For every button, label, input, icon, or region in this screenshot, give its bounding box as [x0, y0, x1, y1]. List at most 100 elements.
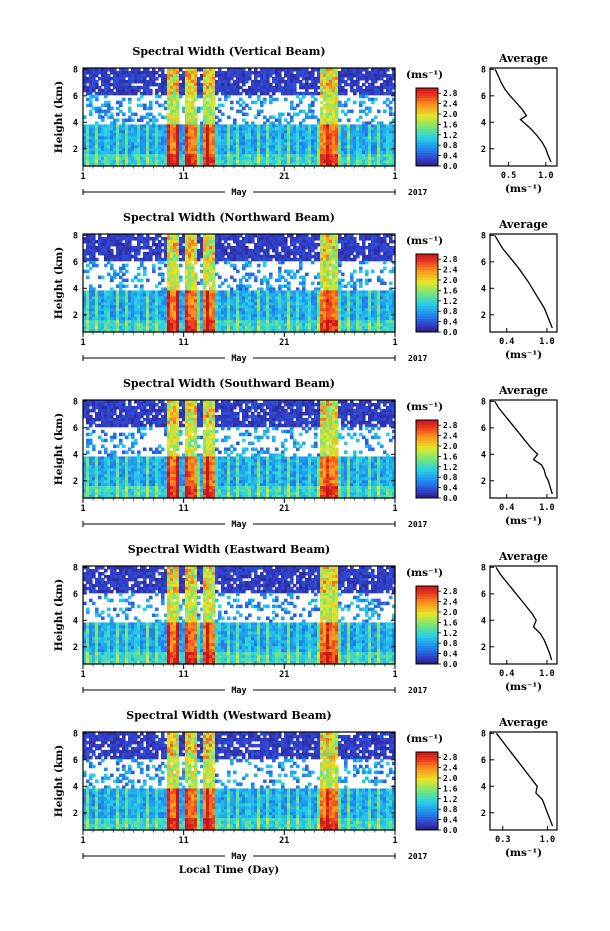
- heatmap-cell: [218, 85, 222, 90]
- heatmap-cell: [308, 320, 312, 324]
- heatmap-cell: [275, 151, 279, 155]
- heatmap-cell: [125, 73, 129, 78]
- heatmap-cell: [167, 124, 171, 128]
- heatmap-cell: [224, 148, 228, 152]
- heatmap-cell: [134, 236, 138, 241]
- heatmap-cell: [236, 293, 240, 297]
- heatmap-cell: [110, 242, 114, 247]
- heatmap-cell: [254, 248, 258, 253]
- heatmap-cell: [179, 329, 183, 333]
- heatmap-cell: [293, 160, 297, 164]
- heatmap-cell: [95, 151, 99, 155]
- heatmap-cell: [371, 85, 375, 90]
- heatmap-cell: [134, 88, 138, 93]
- heatmap-cell: [89, 163, 93, 167]
- heatmap-cell: [323, 290, 327, 294]
- heatmap-cell: [188, 317, 192, 321]
- heatmap-cell: [305, 254, 309, 259]
- heatmap-cell: [95, 70, 99, 75]
- heatmap-cell: [113, 293, 117, 297]
- heatmap-cell: [179, 302, 183, 306]
- heatmap-cell: [188, 260, 192, 265]
- heatmap-cell: [329, 100, 333, 105]
- heatmap-cell: [269, 145, 273, 149]
- heatmap-cell: [236, 248, 240, 253]
- heatmap-cell: [128, 308, 132, 312]
- heatmap-cell: [128, 290, 132, 294]
- heatmap-cell: [323, 139, 327, 143]
- heatmap-cell: [167, 272, 171, 277]
- heatmap-cell: [209, 245, 213, 250]
- heatmap-cell: [365, 88, 369, 93]
- heatmap-cell: [272, 236, 276, 241]
- heatmap-cell: [203, 136, 207, 140]
- heatmap-cell: [257, 299, 261, 303]
- heatmap-cell: [233, 323, 237, 327]
- heatmap-cell: [107, 133, 111, 137]
- heatmap-cell: [152, 299, 156, 303]
- heatmap-cell: [200, 106, 204, 111]
- heatmap-cell: [335, 118, 339, 123]
- heatmap-cell: [332, 136, 336, 140]
- heatmap-cell: [149, 145, 153, 149]
- heatmap-cell: [290, 236, 294, 241]
- heatmap-cell: [272, 160, 276, 164]
- heatmap-cell: [320, 130, 324, 134]
- heatmap-cell: [89, 97, 93, 102]
- heatmap-cell: [365, 133, 369, 137]
- heatmap-cell: [263, 311, 267, 315]
- heatmap-cell: [326, 130, 330, 134]
- heatmap-cell: [140, 130, 144, 134]
- heatmap-cell: [140, 296, 144, 300]
- heatmap-cell: [284, 254, 288, 259]
- heatmap-cell: [251, 136, 255, 140]
- heatmap-cell: [182, 145, 186, 149]
- heatmap-cell: [365, 127, 369, 131]
- heatmap-cell: [194, 254, 198, 259]
- heatmap-cell: [125, 145, 129, 149]
- heatmap-cell: [332, 124, 336, 128]
- heatmap-cell: [116, 251, 120, 256]
- heatmap-cell: [329, 317, 333, 321]
- heatmap-cell: [329, 154, 333, 158]
- heatmap-cell: [185, 314, 189, 318]
- heatmap-cell: [251, 121, 255, 126]
- heatmap-cell: [125, 91, 129, 96]
- heatmap-cell: [194, 275, 198, 280]
- heatmap-cell: [104, 127, 108, 131]
- heatmap-cell: [149, 299, 153, 303]
- heatmap-cell: [332, 109, 336, 114]
- heatmap-cell: [275, 239, 279, 244]
- heatmap-cell: [92, 308, 96, 312]
- heatmap-cell: [314, 148, 318, 152]
- heatmap-cell: [155, 314, 159, 318]
- heatmap-cell: [179, 91, 183, 96]
- heatmap-cell: [146, 311, 150, 315]
- heatmap-cell: [359, 148, 363, 152]
- heatmap-cell: [170, 254, 174, 259]
- heatmap-cell: [155, 302, 159, 306]
- heatmap-cell: [287, 88, 291, 93]
- heatmap-cell: [104, 151, 108, 155]
- heatmap-cell: [323, 251, 327, 256]
- heatmap-cell: [332, 88, 336, 93]
- heatmap-cell: [359, 163, 363, 167]
- heatmap-cell: [305, 157, 309, 161]
- heatmap-cell: [83, 163, 87, 167]
- heatmap-cell: [167, 145, 171, 149]
- heatmap-cell: [263, 76, 267, 81]
- heatmap-cell: [128, 115, 132, 120]
- heatmap-cell: [245, 121, 249, 126]
- heatmap-cell: [272, 136, 276, 140]
- heatmap-cell: [182, 323, 186, 327]
- heatmap-cell: [116, 299, 120, 303]
- heatmap-cell: [386, 160, 390, 164]
- heatmap-cell: [317, 320, 321, 324]
- heatmap-cell: [209, 296, 213, 300]
- heatmap-cell: [356, 148, 360, 152]
- heatmap-cell: [140, 163, 144, 167]
- heatmap-cell: [137, 148, 141, 152]
- heatmap-cell: [167, 100, 171, 105]
- heatmap-cell: [188, 236, 192, 241]
- heatmap-cell: [176, 151, 180, 155]
